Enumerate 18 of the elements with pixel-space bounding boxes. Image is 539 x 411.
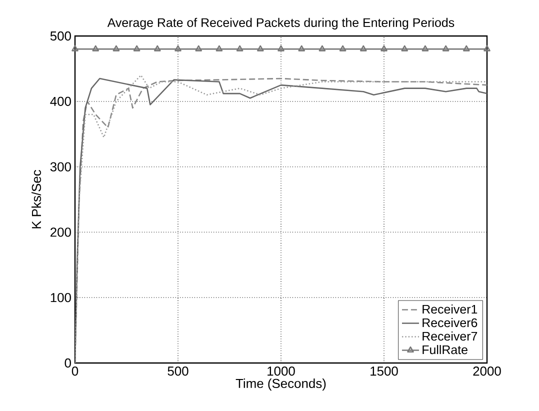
y-axis-title: K Pks/Sec — [32, 170, 42, 228]
y-tick-label: 200 — [50, 228, 71, 237]
y-tick-label: 0 — [64, 358, 71, 368]
x-tick-label: 1500 — [370, 366, 398, 376]
x-tick-label: 1000 — [268, 366, 295, 376]
legend-label: FullRate — [422, 345, 468, 354]
x-tick-label: 2000 — [473, 366, 501, 376]
legend-label: Receiver6 — [422, 318, 478, 328]
y-tick-label: 100 — [50, 293, 71, 302]
legend-label: Receiver7 — [422, 332, 478, 341]
y-tick-label: 300 — [50, 162, 71, 172]
chart-title: Average Rate of Received Packets during the Entering Periods — [107, 18, 454, 30]
x-axis-title: Time (Seconds) — [236, 378, 326, 391]
x-tick-label: 500 — [168, 366, 188, 376]
y-tick-label: 500 — [50, 31, 71, 41]
legend-label: Receiver1 — [422, 304, 478, 314]
y-tick-label: 400 — [50, 96, 71, 106]
x-tick-label: 0 — [72, 366, 78, 376]
